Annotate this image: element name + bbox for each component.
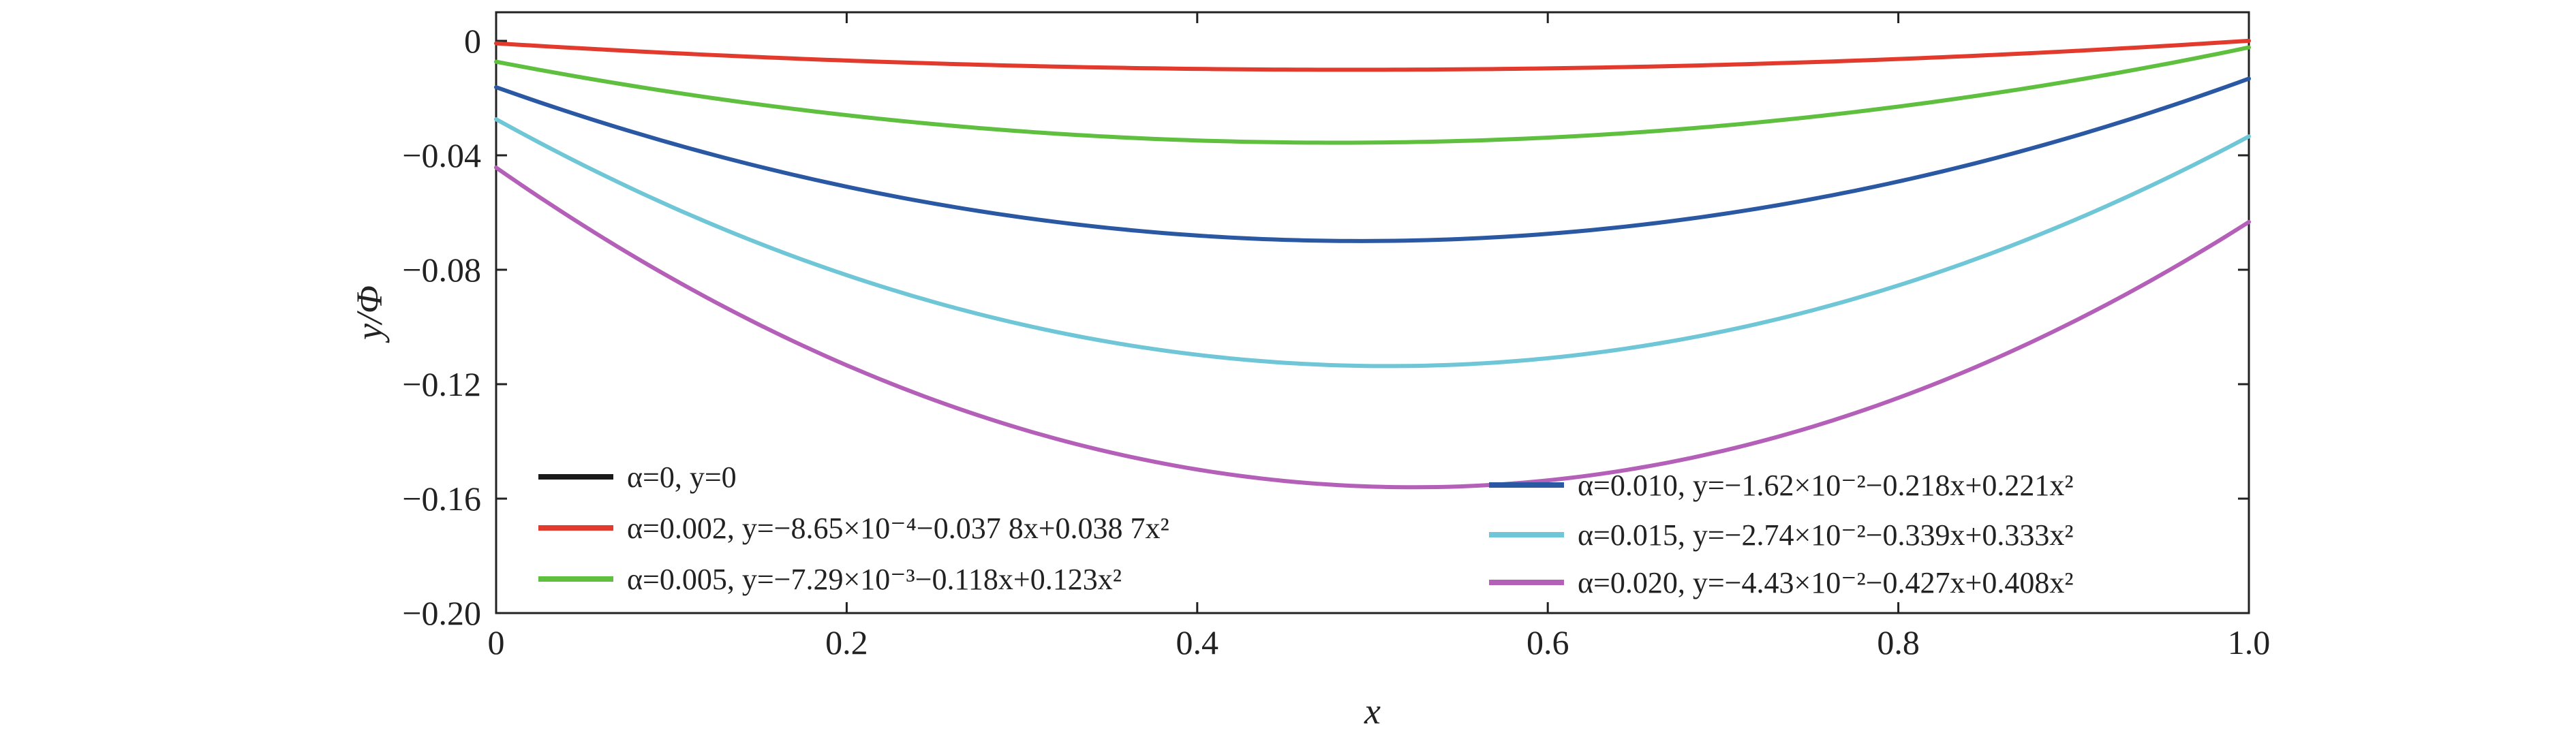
legend-label-0: α=0, y=0 xyxy=(627,460,737,494)
series-line-1 xyxy=(494,38,2251,72)
series-line-4 xyxy=(494,117,2251,369)
x-tick-label: 0.4 xyxy=(1176,623,1219,661)
series-lines xyxy=(494,38,2251,490)
legend-label-5: α=0.020, y=−4.43×10⁻²−0.427x+0.408x² xyxy=(1578,566,2074,599)
y-tick-label: −0.04 xyxy=(402,136,481,174)
legend-label-1: α=0.002, y=−8.65×10⁻⁴−0.037 8x+0.038 7x² xyxy=(627,512,1169,545)
x-axis-ticks: 0 0.2 0.4 0.6 0.8 1.0 xyxy=(488,12,2271,661)
legend-label-2: α=0.005, y=−7.29×10⁻³−0.118x+0.123x² xyxy=(627,563,1122,596)
legend: α=0, y=0 α=0.002, y=−8.65×10⁻⁴−0.037 8x+0… xyxy=(538,460,2074,599)
x-tick-label: 0.8 xyxy=(1877,623,1920,661)
y-tick-label: −0.16 xyxy=(402,480,481,518)
plot-border xyxy=(495,11,2250,614)
y-tick-label: 0 xyxy=(464,22,481,60)
y-tick-label: −0.12 xyxy=(402,365,481,403)
x-tick-label: 0 xyxy=(488,623,505,661)
x-tick-label: 0.2 xyxy=(825,623,868,661)
y-axis-ticks: 0 −0.04 −0.08 −0.12 −0.16 −0.20 xyxy=(402,22,2249,632)
plot-frame xyxy=(495,11,2250,614)
legend-label-3: α=0.010, y=−1.62×10⁻²−0.218x+0.221x² xyxy=(1578,469,2074,502)
series-line-5 xyxy=(494,166,2251,490)
x-tick-label: 1.0 xyxy=(2228,623,2271,661)
y-axis-label: y/Φ xyxy=(349,285,390,343)
y-tick-label: −0.20 xyxy=(402,594,481,632)
y-tick-label: −0.08 xyxy=(402,251,481,289)
legend-label-4: α=0.015, y=−2.74×10⁻²−0.339x+0.333x² xyxy=(1578,518,2074,552)
series-line-3 xyxy=(494,76,2251,243)
series-line-2 xyxy=(494,45,2251,145)
x-axis-label: x xyxy=(1364,691,1381,732)
x-tick-label: 0.6 xyxy=(1527,623,1569,661)
